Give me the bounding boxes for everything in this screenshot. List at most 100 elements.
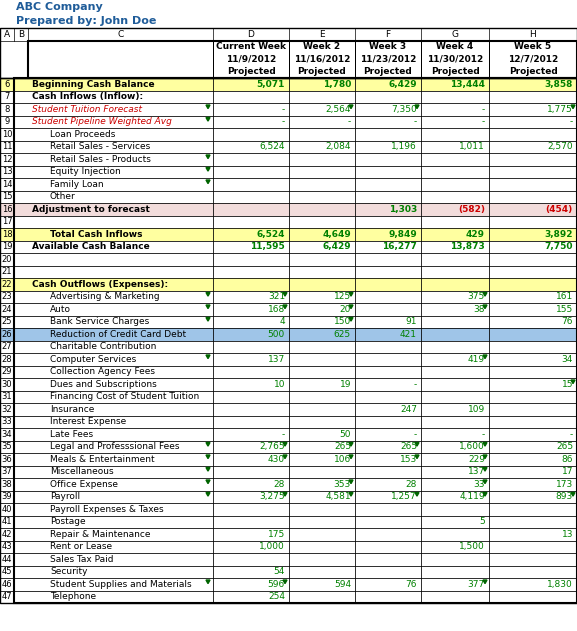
Polygon shape [349, 442, 353, 446]
Polygon shape [349, 493, 353, 496]
Bar [0, 528, 14, 541]
Text: 1,830: 1,830 [547, 580, 573, 589]
Text: 7: 7 [4, 92, 10, 101]
Text: 40: 40 [2, 505, 12, 514]
Text: 265: 265 [334, 442, 351, 451]
Bar [213, 403, 289, 415]
Text: 137: 137 [268, 355, 285, 363]
Bar [213, 453, 289, 466]
Bar [421, 415, 489, 428]
Bar [489, 216, 577, 228]
Polygon shape [349, 293, 353, 296]
Polygon shape [483, 493, 487, 496]
Text: 265: 265 [400, 442, 417, 451]
Bar [0, 128, 577, 141]
Text: Security: Security [50, 567, 88, 576]
Bar [14, 328, 213, 341]
Bar [421, 503, 489, 516]
Bar [489, 141, 577, 153]
Text: Projected: Projected [364, 68, 413, 76]
Text: 11/16/2012: 11/16/2012 [294, 55, 350, 64]
Text: 153: 153 [400, 455, 417, 464]
Bar [355, 341, 421, 353]
Bar [0, 78, 14, 90]
Bar [0, 278, 577, 290]
Polygon shape [206, 155, 210, 158]
Bar [213, 203, 289, 216]
Bar [489, 466, 577, 478]
Bar [289, 466, 355, 478]
Bar [355, 178, 421, 191]
Text: 11/30/2012: 11/30/2012 [427, 55, 483, 64]
Bar [213, 191, 289, 203]
Polygon shape [349, 480, 353, 483]
Bar [0, 341, 14, 353]
Bar [0, 316, 14, 328]
Bar [0, 591, 14, 603]
Bar [0, 216, 577, 228]
Bar [421, 591, 489, 603]
Bar [0, 253, 14, 266]
Text: -: - [569, 117, 573, 126]
Bar [213, 153, 289, 165]
Bar [489, 128, 577, 141]
Bar [489, 365, 577, 378]
Text: 594: 594 [334, 580, 351, 589]
Polygon shape [483, 580, 487, 584]
Bar [289, 490, 355, 503]
Polygon shape [206, 455, 210, 459]
Bar [489, 378, 577, 391]
Polygon shape [283, 293, 287, 296]
Text: 17: 17 [561, 467, 573, 476]
Bar [421, 290, 489, 303]
Text: 14: 14 [2, 180, 12, 189]
Bar [0, 228, 14, 240]
Polygon shape [415, 442, 419, 446]
Text: 353: 353 [334, 480, 351, 489]
Text: 28: 28 [406, 480, 417, 489]
Polygon shape [206, 167, 210, 171]
Bar [289, 341, 355, 353]
Bar [0, 78, 577, 90]
Bar [0, 191, 577, 203]
Text: 39: 39 [2, 492, 12, 501]
Bar [421, 490, 489, 503]
Bar [0, 341, 577, 353]
Bar [14, 516, 213, 528]
Polygon shape [415, 455, 419, 459]
Bar [355, 565, 421, 578]
Bar [213, 216, 289, 228]
Bar [289, 503, 355, 516]
Text: Auto: Auto [50, 305, 71, 314]
Bar [0, 90, 14, 103]
Bar [213, 115, 289, 128]
Text: 1,500: 1,500 [459, 542, 485, 551]
Text: 10: 10 [273, 380, 285, 389]
Bar [0, 328, 577, 341]
Bar [213, 415, 289, 428]
Bar [421, 378, 489, 391]
Text: Dues and Subscriptions: Dues and Subscriptions [50, 380, 157, 389]
Bar [213, 141, 289, 153]
Bar [213, 466, 289, 478]
Text: Equity Injection: Equity Injection [50, 167, 121, 176]
Text: 20: 20 [2, 255, 12, 264]
Text: 150: 150 [334, 317, 351, 326]
Bar [0, 516, 577, 528]
Text: -: - [348, 117, 351, 126]
Bar [289, 178, 355, 191]
Bar [355, 503, 421, 516]
Bar [489, 290, 577, 303]
Text: -: - [414, 430, 417, 439]
Bar [421, 191, 489, 203]
Bar [355, 490, 421, 503]
Text: Total Cash Inflows: Total Cash Inflows [50, 230, 143, 239]
Text: 4: 4 [279, 317, 285, 326]
Text: 377: 377 [468, 580, 485, 589]
Bar [421, 541, 489, 553]
Bar [289, 191, 355, 203]
Polygon shape [283, 455, 287, 459]
Text: Week 2: Week 2 [304, 42, 340, 51]
Bar [0, 178, 14, 191]
Text: 35: 35 [2, 442, 12, 451]
